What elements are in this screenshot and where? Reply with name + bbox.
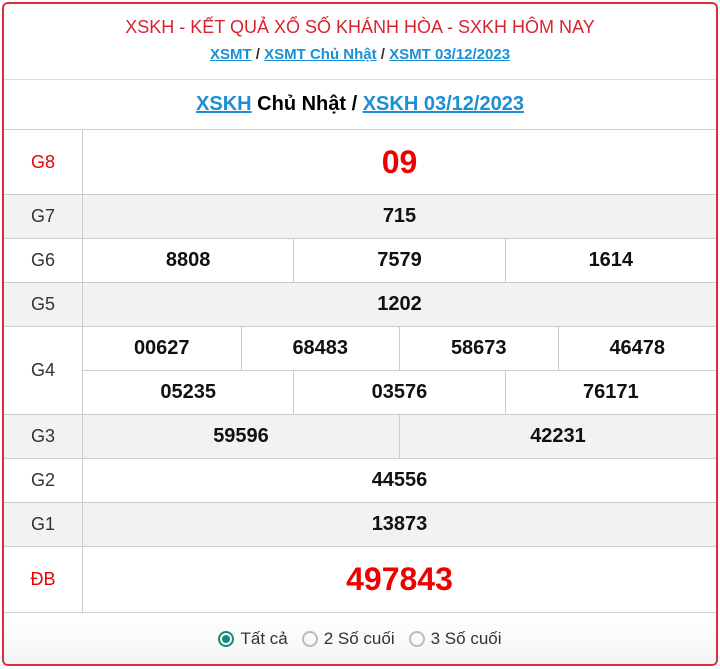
prize-number: 59596 bbox=[213, 425, 269, 447]
prize-number: 42231 bbox=[399, 415, 716, 458]
filter-option[interactable]: Tất cả bbox=[218, 629, 288, 649]
prize-number: 03576 bbox=[293, 371, 504, 414]
prize-label: G3 bbox=[4, 415, 83, 458]
prize-row-g4: G4 00627 68483 58673 46478 05235 03576 76171 bbox=[4, 327, 716, 415]
prize-number: 09 bbox=[381, 143, 418, 180]
filter-option-label: 2 Số cuối bbox=[323, 629, 395, 648]
subtitle: XSKH Chủ Nhật / XSKH 03/12/2023 bbox=[4, 80, 716, 130]
prize-number: 58673 bbox=[399, 327, 558, 370]
filter-option[interactable]: 2 Số cuối bbox=[301, 629, 395, 649]
digit-filter: Tất cả 2 Số cuối 3 Số cuối bbox=[4, 613, 716, 664]
prize-label: G7 bbox=[4, 195, 83, 238]
prize-number: 44556 bbox=[371, 469, 428, 491]
separator: / bbox=[380, 46, 385, 63]
prize-number: 715 bbox=[382, 205, 417, 227]
prize-row-g5: G5 1202 bbox=[4, 283, 716, 327]
prize-row-g7: G7 715 bbox=[4, 195, 716, 239]
link-xsmt-date[interactable]: XSMT 03/12/2023 bbox=[389, 46, 511, 63]
prize-label: ĐB bbox=[4, 547, 83, 612]
filter-option-label: Tất cả bbox=[240, 629, 288, 648]
prize-row-g6: G6 8808 7579 1614 bbox=[4, 239, 716, 283]
prize-number: 46478 bbox=[557, 327, 717, 370]
prize-number: 8808 bbox=[165, 249, 211, 271]
prize-row-g3: G3 59596 42231 bbox=[4, 415, 716, 459]
prize-row-đb: ĐB 497843 bbox=[4, 547, 716, 613]
prize-number: 1614 bbox=[504, 239, 716, 282]
prize-label: G5 bbox=[4, 283, 83, 326]
radio-button[interactable] bbox=[218, 631, 235, 647]
prize-label: G8 bbox=[4, 130, 83, 194]
prize-number: 05235 bbox=[160, 381, 216, 403]
prize-number: 76171 bbox=[504, 371, 716, 414]
prize-label: G6 bbox=[4, 239, 83, 282]
prize-number: 00627 bbox=[133, 337, 190, 359]
prize-number: 1202 bbox=[377, 293, 422, 315]
breadcrumb: XSMT / XSMT Chủ Nhật / XSMT 03/12/2023 bbox=[4, 46, 716, 63]
subtitle-text: Chủ Nhật / bbox=[251, 93, 363, 115]
radio-button[interactable] bbox=[301, 631, 318, 647]
prize-number: 13873 bbox=[371, 513, 428, 535]
prize-label: G4 bbox=[4, 327, 83, 414]
filter-option[interactable]: 3 Số cuối bbox=[408, 629, 502, 649]
prize-row-g2: G2 44556 bbox=[4, 459, 716, 503]
prize-row-g1: G1 13873 bbox=[4, 503, 716, 547]
prize-number: 7579 bbox=[293, 239, 504, 282]
filter-option-label: 3 Số cuối bbox=[430, 629, 502, 648]
prize-label: G2 bbox=[4, 459, 83, 502]
link-xskh[interactable]: XSKH bbox=[196, 93, 252, 115]
header: XSKH - KẾT QUẢ XỔ SỐ KHÁNH HÒA - SXKH HÔ… bbox=[4, 4, 716, 80]
prize-number: 68483 bbox=[240, 327, 400, 370]
page-title: XSKH - KẾT QUẢ XỔ SỐ KHÁNH HÒA - SXKH HÔ… bbox=[125, 17, 595, 37]
results-table: G8 09 G7 715 G6 8808 7579 1614 G5 1202 G4 00627 6848… bbox=[4, 130, 716, 613]
link-xskh-date[interactable]: XSKH 03/12/2023 bbox=[362, 93, 524, 115]
link-xsmt[interactable]: XSMT bbox=[209, 46, 252, 63]
prize-number: 497843 bbox=[346, 561, 453, 597]
prize-row-g8: G8 09 bbox=[4, 130, 716, 195]
radio-button[interactable] bbox=[408, 631, 425, 647]
prize-label: G1 bbox=[4, 503, 83, 546]
separator: / bbox=[255, 46, 260, 63]
link-xsmt-chu-nhat[interactable]: XSMT Chủ Nhật bbox=[264, 46, 377, 63]
